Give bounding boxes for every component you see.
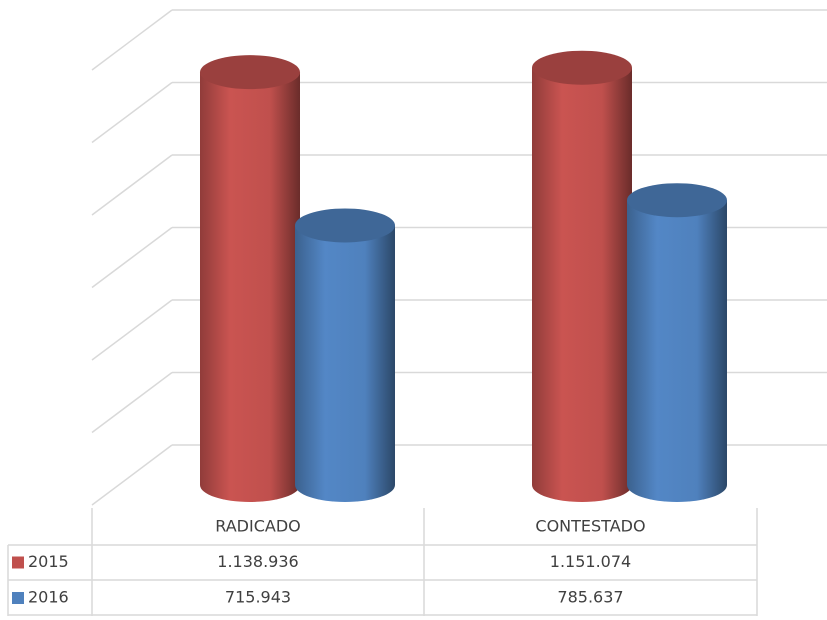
bar-top	[200, 55, 300, 90]
column-header: RADICADO	[215, 517, 300, 536]
table-value: 1.151.074	[550, 552, 631, 571]
table-value: 715.943	[225, 588, 291, 607]
column-header: CONTESTADO	[535, 517, 645, 536]
legend-swatch	[12, 556, 24, 569]
legend-label: 2016	[28, 588, 69, 607]
grid-line	[91, 444, 173, 506]
legend-swatch	[12, 592, 24, 604]
table-value: 785.637	[557, 588, 623, 607]
bar-top	[295, 208, 395, 243]
bar	[532, 67, 632, 486]
grid-line	[91, 299, 173, 361]
grid-line	[91, 9, 173, 71]
bar	[200, 72, 300, 486]
grid-line	[91, 81, 173, 144]
bar-top	[532, 50, 632, 85]
bar	[295, 225, 395, 486]
grid-line	[91, 154, 173, 216]
grid-line	[91, 226, 173, 289]
bar	[627, 200, 727, 485]
table-value: 1.138.936	[217, 552, 298, 571]
legend-label: 2015	[28, 552, 69, 571]
grid-line	[91, 371, 173, 434]
bar-top	[627, 183, 727, 218]
